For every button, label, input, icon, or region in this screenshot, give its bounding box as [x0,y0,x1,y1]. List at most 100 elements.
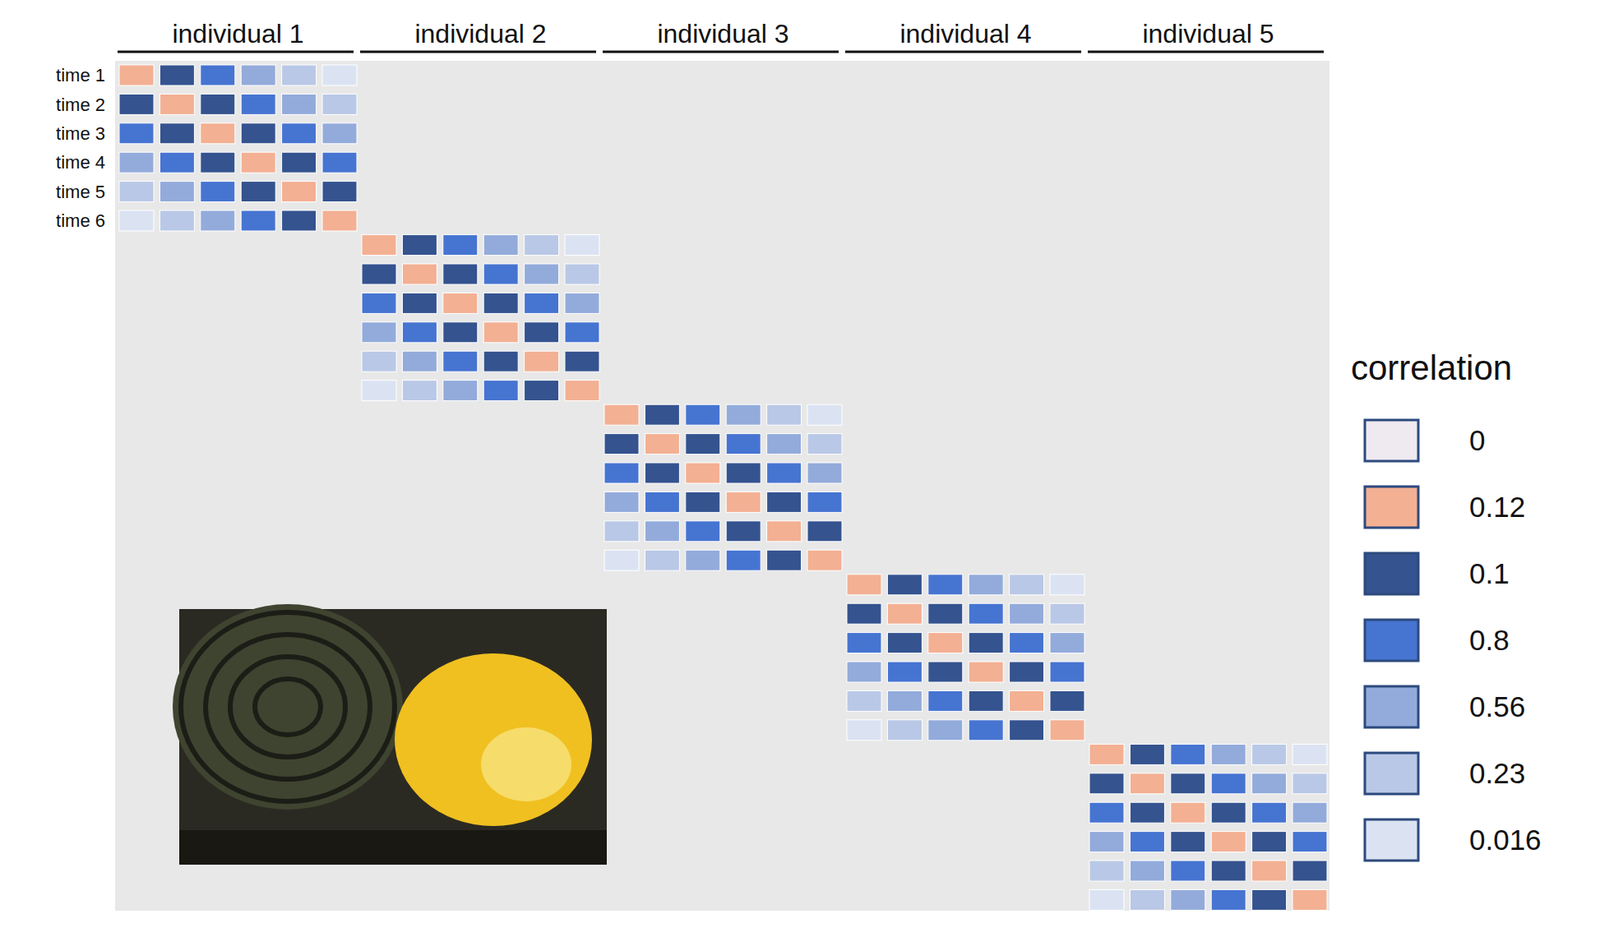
cell [1211,773,1246,795]
cell [887,690,922,712]
cell [1129,773,1165,795]
column-header: individual 4 [899,18,1032,49]
cell [767,462,802,484]
legend-swatch [1364,686,1419,728]
header-underline [845,50,1082,54]
cell [564,322,600,343]
legend-label: 0.23 [1469,757,1526,790]
cell [685,462,721,484]
cell [887,720,922,741]
photo-shell-band [254,679,321,736]
cell [1211,889,1246,911]
cell [1170,802,1206,824]
cell [1009,720,1045,741]
cell [1009,633,1045,654]
cell [1089,802,1124,824]
cell [402,235,437,256]
header-underline [360,50,597,54]
cell [1009,574,1045,596]
cell [443,351,478,372]
cell [685,434,721,455]
cell [1009,661,1045,683]
cell [361,263,397,285]
cell [443,235,478,256]
cell [282,64,317,86]
cell [1009,603,1045,625]
cell [322,181,357,203]
cell [402,292,437,314]
cell [443,292,478,314]
cell [402,380,437,402]
legend-label: 0.56 [1469,690,1526,723]
cell [928,603,963,625]
cell [1049,603,1085,625]
block [846,574,1085,741]
cell [119,64,154,86]
cell [1252,889,1287,911]
cell [322,123,357,144]
cell [443,322,478,343]
figure: individual 1individual 2individual 3indi… [0,0,1600,937]
cell [564,292,600,314]
photo [172,604,607,865]
cell [200,181,236,203]
cell [968,661,1004,683]
cell [928,690,963,712]
cell [928,720,963,741]
cell [200,123,236,144]
cell [968,574,1004,596]
cell [1292,802,1328,824]
cell [240,93,276,115]
cell [240,210,276,232]
cell [604,491,639,513]
photo-shell-band [180,612,395,802]
cell [483,380,518,402]
cell [1089,744,1124,765]
cell [119,210,154,232]
cell [887,661,922,683]
cell [119,152,154,173]
cell [159,123,195,144]
cell [644,434,680,455]
legend-title: correlation [1350,348,1513,388]
cell [1292,832,1328,853]
header-underline [1087,50,1324,54]
column-header: individual 3 [656,18,789,49]
cell [846,720,882,741]
cell [807,404,842,426]
cell [402,263,437,285]
cell [282,93,317,115]
cell [564,351,600,372]
cell [159,93,195,115]
legend-label: 0.016 [1469,823,1542,856]
cell [767,491,802,513]
cell [1211,832,1246,853]
cell [968,633,1004,654]
cell [361,380,397,402]
cell [644,550,680,571]
cell [240,123,276,144]
cell [159,152,195,173]
cell [604,550,639,571]
cell [524,235,560,256]
block [1089,744,1328,911]
legend-label: 0.1 [1469,557,1510,590]
cell [322,210,357,232]
cell [928,661,963,683]
cell [200,210,236,232]
row-label: time 4 [55,152,106,173]
cell [402,351,437,372]
cell [1170,889,1206,911]
cell [1252,832,1287,853]
cell [1170,773,1206,795]
cell [282,181,317,203]
legend-label: 0.12 [1469,490,1526,523]
cell [483,292,518,314]
cell [1292,860,1328,882]
column-header: individual 5 [1142,18,1274,49]
photo-ground [179,830,607,865]
cell [361,292,397,314]
cell [726,462,761,484]
cell [685,550,721,571]
header-underline [602,50,839,54]
